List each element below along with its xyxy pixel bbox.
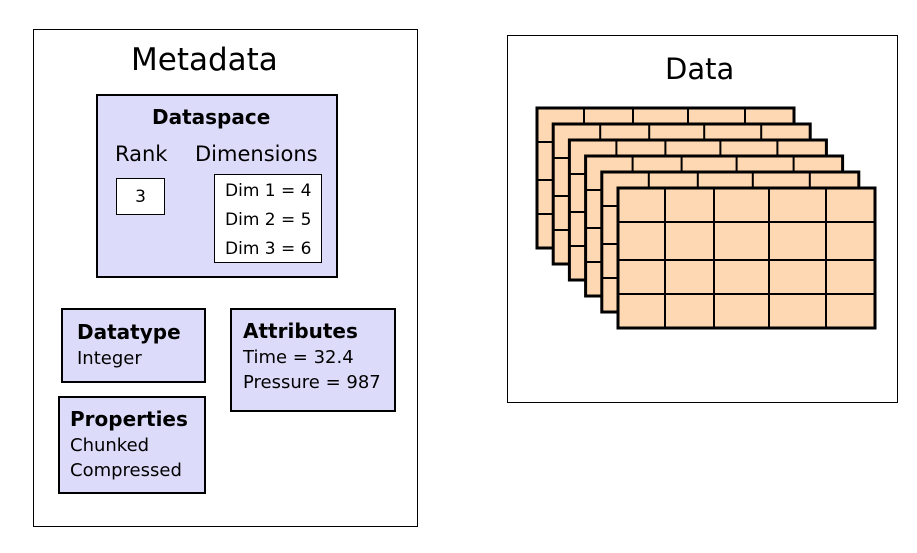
property-item: Chunked <box>70 435 150 456</box>
metadata-title: Metadata <box>131 42 278 78</box>
attributes-box: Attributes Time = 32.4 Pressure = 987 <box>230 308 396 412</box>
attributes-title: Attributes <box>243 319 358 343</box>
attribute-item: Pressure = 987 <box>243 372 381 393</box>
datatype-title: Datatype <box>77 320 181 344</box>
dimensions-label: Dimensions <box>195 142 318 166</box>
data-grid-layer <box>616 186 877 330</box>
attribute-item: Time = 32.4 <box>243 347 354 368</box>
properties-box: Properties Chunked Compressed <box>58 396 206 494</box>
datatype-box: Datatype Integer <box>61 308 206 383</box>
dimension-item: Dim 2 = 5 <box>225 210 312 230</box>
dataspace-title: Dataspace <box>152 105 271 129</box>
dimension-item: Dim 3 = 6 <box>225 239 312 259</box>
rank-value: 3 <box>135 187 146 207</box>
grid-frame <box>616 186 877 330</box>
datatype-value: Integer <box>77 348 142 369</box>
dimensions-list: Dim 1 = 4 Dim 2 = 5 Dim 3 = 6 <box>214 174 322 263</box>
rank-label: Rank <box>115 142 168 166</box>
rank-value-box: 3 <box>116 178 165 215</box>
properties-title: Properties <box>70 407 188 431</box>
property-item: Compressed <box>70 460 182 481</box>
data-title: Data <box>665 52 735 86</box>
dimension-item: Dim 1 = 4 <box>225 181 312 201</box>
